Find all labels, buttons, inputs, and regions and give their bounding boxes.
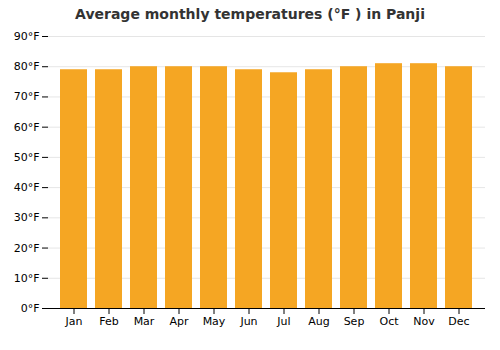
svg-text:70°F: 70°F [14,90,40,103]
svg-text:Oct: Oct [379,315,399,328]
svg-text:May: May [203,315,226,328]
svg-text:Aug: Aug [308,315,329,328]
html-text:Average monthly temperatures (: Average monthly temperatures (°F ) in Pa… [75,6,425,22]
svg-text:0°F: 0°F [21,302,40,315]
svg-text:Feb: Feb [99,315,118,328]
svg-text:Sep: Sep [344,315,365,328]
svg-text:Jul: Jul [276,315,290,328]
svg-text:10°F: 10°F [14,272,40,285]
svg-text:Apr: Apr [169,315,189,328]
svg-text:50°F: 50°F [14,151,40,164]
svg-text:60°F: 60°F [14,121,40,134]
svg-text:30°F: 30°F [14,211,40,224]
svg-text:Mar: Mar [134,315,155,328]
svg-text:Nov: Nov [413,315,435,328]
svg-text:Jun: Jun [239,315,257,328]
svg-text:90°F: 90°F [14,30,40,43]
svg-text:40°F: 40°F [14,181,40,194]
svg-text:80°F: 80°F [14,60,40,73]
svg-text:20°F: 20°F [14,242,40,255]
svg-text:Dec: Dec [448,315,469,328]
svg-text:Jan: Jan [65,315,83,328]
